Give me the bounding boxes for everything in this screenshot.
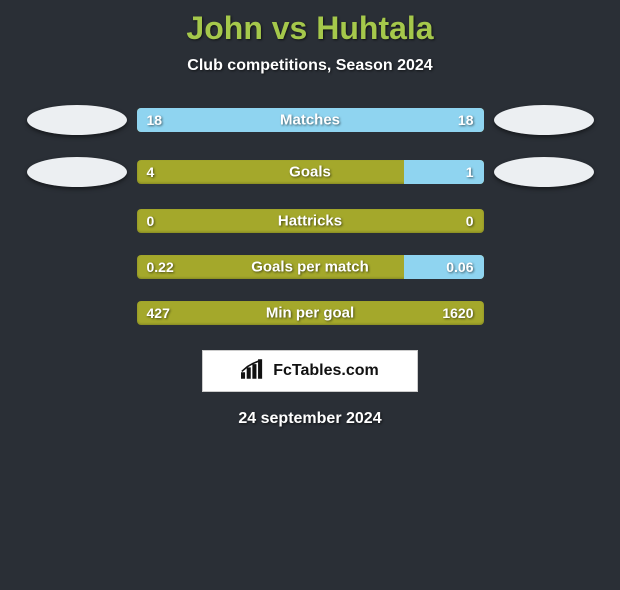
stat-value-left: 0 <box>147 213 155 229</box>
avatar-slot-left <box>17 105 137 135</box>
branding-text: FcTables.com <box>273 362 379 380</box>
stat-value-right: 0.06 <box>446 259 473 275</box>
stat-label: Matches <box>280 112 340 129</box>
stat-row: 4 1 Goals <box>0 157 620 187</box>
stat-value-left: 4 <box>147 164 155 180</box>
stat-value-right: 18 <box>458 112 474 128</box>
player2-name: Huhtala <box>316 10 433 46</box>
stat-label: Min per goal <box>266 305 354 322</box>
date: 24 september 2024 <box>0 410 620 428</box>
stat-bar: 18 18 Matches <box>137 108 484 132</box>
stat-label: Goals per match <box>251 259 369 276</box>
player1-name: John <box>186 10 262 46</box>
stat-value-left: 18 <box>147 112 163 128</box>
stat-value-left: 427 <box>147 305 170 321</box>
stat-bar: 0.22 0.06 Goals per match <box>137 255 484 279</box>
page-title: John vs Huhtala <box>0 10 620 47</box>
stat-row: 0 0 Hattricks <box>0 209 620 233</box>
player2-avatar <box>494 105 594 135</box>
avatar-slot-left <box>17 157 137 187</box>
player2-avatar <box>494 157 594 187</box>
player1-avatar <box>27 157 127 187</box>
stat-bar: 0 0 Hattricks <box>137 209 484 233</box>
avatar-slot-right <box>484 157 604 187</box>
stat-row: 0.22 0.06 Goals per match <box>0 255 620 279</box>
vs-separator: vs <box>272 10 308 46</box>
stat-value-right: 1 <box>466 164 474 180</box>
stat-row: 427 1620 Min per goal <box>0 301 620 325</box>
avatar-slot-right <box>484 105 604 135</box>
branding-badge[interactable]: FcTables.com <box>202 350 418 392</box>
stat-label: Hattricks <box>278 213 342 230</box>
stat-label: Goals <box>289 164 331 181</box>
comparison-area: 18 18 Matches 4 1 Goals 0 0 Hattricks 0.22 0.06 Goa… <box>0 105 620 325</box>
stat-bar: 4 1 Goals <box>137 160 484 184</box>
stat-value-left: 0.22 <box>147 259 174 275</box>
stat-bar: 427 1620 Min per goal <box>137 301 484 325</box>
chart-icon <box>241 359 267 384</box>
stat-value-right: 0 <box>466 213 474 229</box>
player1-avatar <box>27 105 127 135</box>
stat-row: 18 18 Matches <box>0 105 620 135</box>
stat-value-right: 1620 <box>442 305 473 321</box>
subtitle: Club competitions, Season 2024 <box>0 57 620 75</box>
